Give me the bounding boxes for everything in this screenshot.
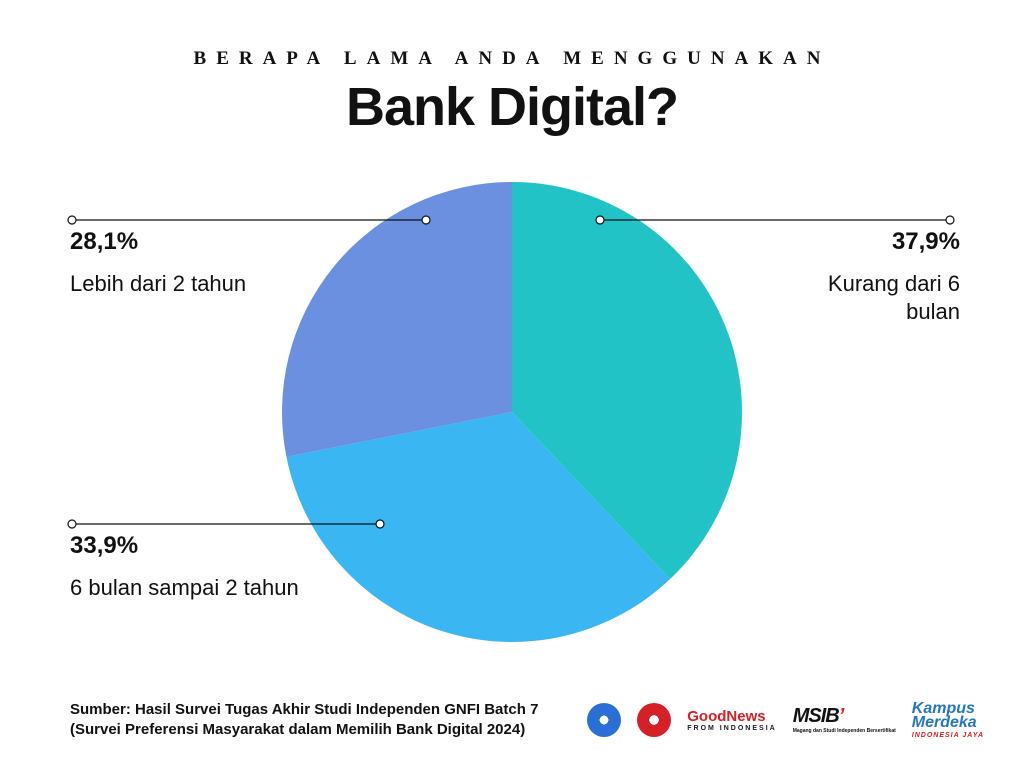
slice-label-2: 28,1% Lebih dari 2 tahun <box>70 228 250 298</box>
source-line-2: (Survei Preferensi Masyarakat dalam Memi… <box>70 721 525 738</box>
gnfi-logo-top: GoodNews <box>687 708 765 725</box>
gnfi-logo-text: GoodNews FROM INDONESIA <box>687 708 776 732</box>
leader-dot-icon <box>68 216 76 224</box>
slice-label-0: 37,9% Kurang dari 6 bulan <box>800 228 960 325</box>
pie-slice <box>282 182 512 457</box>
kampus-merdeka-logo: Kampus Merdeka INDONESIA JAYA <box>912 700 984 739</box>
footer: Sumber: Hasil Survei Tugas Akhir Studi I… <box>70 700 984 741</box>
gnfi-badge-icon <box>637 703 671 737</box>
leader-dot-icon <box>946 216 954 224</box>
msib-logo: MSIB’ Magang dan Studi Independen Berser… <box>793 705 896 734</box>
msib-dot-icon: ’ <box>839 705 844 727</box>
kampus-mid: Merdeka <box>912 714 977 732</box>
source-text: Sumber: Hasil Survei Tugas Akhir Studi I… <box>70 700 538 741</box>
slice-label-1: 33,9% 6 bulan sampai 2 tahun <box>70 532 300 602</box>
slice-pct-0: 37,9% <box>800 228 960 256</box>
leader-dot-icon <box>68 520 76 528</box>
kemdikbud-logo-icon <box>587 703 621 737</box>
source-line-1: Sumber: Hasil Survei Tugas Akhir Studi I… <box>70 701 538 718</box>
slice-text-2: Lebih dari 2 tahun <box>70 270 250 298</box>
leader-dot-icon <box>596 216 604 224</box>
slice-text-1: 6 bulan sampai 2 tahun <box>70 574 300 602</box>
leader-dot-icon <box>422 216 430 224</box>
slice-text-0: Kurang dari 6 bulan <box>800 270 960 325</box>
logo-row: GoodNews FROM INDONESIA MSIB’ Magang dan… <box>587 700 984 739</box>
gnfi-logo-bottom: FROM INDONESIA <box>687 725 776 732</box>
leader-dot-icon <box>376 520 384 528</box>
leader-line <box>68 216 430 224</box>
msib-logo-sub: Magang dan Studi Independen Bersertifika… <box>793 728 896 734</box>
slice-pct-1: 33,9% <box>70 532 300 560</box>
pie-chart <box>0 0 1024 768</box>
leader-line <box>596 216 954 224</box>
infographic-page: BERAPA LAMA ANDA MENGGUNAKAN Bank Digita… <box>0 0 1024 768</box>
slice-pct-2: 28,1% <box>70 228 250 256</box>
kampus-bot: INDONESIA JAYA <box>912 732 984 739</box>
msib-logo-text: MSIB’ <box>793 705 844 728</box>
